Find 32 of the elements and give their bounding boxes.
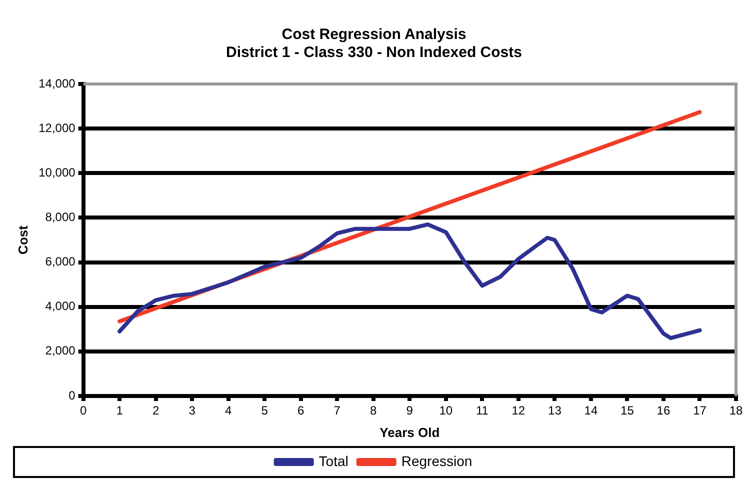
x-tick-label: 12 xyxy=(512,404,526,418)
x-tick-label: 7 xyxy=(334,404,341,418)
y-tick-label: 8,000 xyxy=(45,210,76,224)
x-tick-label: 11 xyxy=(476,404,489,418)
y-tick-label: 2,000 xyxy=(45,344,76,358)
x-tick-label: 3 xyxy=(188,404,196,418)
x-tick-label: 15 xyxy=(620,404,634,418)
x-tick-label: 8 xyxy=(370,404,378,418)
y-axis-title: Cost xyxy=(15,224,30,254)
x-tick-label: 5 xyxy=(261,404,268,418)
x-tick-label: 1 xyxy=(116,404,124,418)
x-tick-label: 17 xyxy=(693,404,707,418)
legend-label: Regression xyxy=(401,452,472,469)
y-tick-label: 10,000 xyxy=(38,165,76,180)
y-tick-label: 14,000 xyxy=(38,76,76,90)
x-tick-label: 13 xyxy=(548,404,562,418)
x-axis-title: Years Old xyxy=(380,424,440,440)
x-tick-label: 14 xyxy=(584,404,598,418)
y-tick-label: 12,000 xyxy=(38,120,76,135)
x-tick-label: 6 xyxy=(298,404,305,418)
x-tick-label: 10 xyxy=(439,404,453,418)
x-tick-label: 4 xyxy=(225,404,232,418)
legend-label: Total xyxy=(318,452,348,469)
x-tick-label: 16 xyxy=(656,404,670,418)
x-tick-label: 0 xyxy=(80,404,87,418)
y-tick-label: 0 xyxy=(68,388,76,402)
x-tick-label: 2 xyxy=(152,404,160,418)
chart-title: Cost Regression Analysis District 1 - Class 330 - Non Indexed Costs xyxy=(226,26,522,62)
x-tick-label: 18 xyxy=(729,404,743,418)
y-tick-label: 6,000 xyxy=(45,254,76,269)
y-tick-label: 4,000 xyxy=(45,299,76,314)
x-tick-label: 9 xyxy=(406,404,414,418)
